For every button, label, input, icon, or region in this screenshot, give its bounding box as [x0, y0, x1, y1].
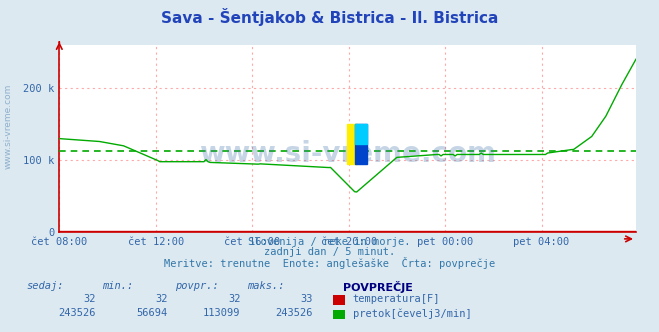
Text: temperatura[F]: temperatura[F] [353, 294, 440, 304]
Text: POVPREČJE: POVPREČJE [343, 281, 413, 292]
Text: 243526: 243526 [58, 308, 96, 318]
Text: Meritve: trenutne  Enote: anglešaške  Črta: povprečje: Meritve: trenutne Enote: anglešaške Črta… [164, 257, 495, 269]
Text: zadnji dan / 5 minut.: zadnji dan / 5 minut. [264, 247, 395, 257]
Text: pretok[čevelj3/min]: pretok[čevelj3/min] [353, 308, 471, 319]
Text: 243526: 243526 [275, 308, 313, 318]
Text: min.:: min.: [102, 281, 133, 290]
Bar [347, 124, 357, 164]
Text: Slovenija / reke in morje.: Slovenija / reke in morje. [248, 237, 411, 247]
Text: www.si-vreme.com: www.si-vreme.com [3, 83, 13, 169]
Text: 32: 32 [83, 294, 96, 304]
Bar [355, 124, 366, 144]
Text: sedaj:: sedaj: [26, 281, 64, 290]
Text: 33: 33 [301, 294, 313, 304]
Text: 32: 32 [228, 294, 241, 304]
Text: 113099: 113099 [203, 308, 241, 318]
Text: 32: 32 [156, 294, 168, 304]
Text: www.si-vreme.com: www.si-vreme.com [199, 140, 496, 168]
Text: Sava - Šentjakob & Bistrica - Il. Bistrica: Sava - Šentjakob & Bistrica - Il. Bistri… [161, 8, 498, 26]
Bar [355, 124, 366, 164]
Text: maks.:: maks.: [247, 281, 285, 290]
Text: povpr.:: povpr.: [175, 281, 218, 290]
Text: 56694: 56694 [137, 308, 168, 318]
